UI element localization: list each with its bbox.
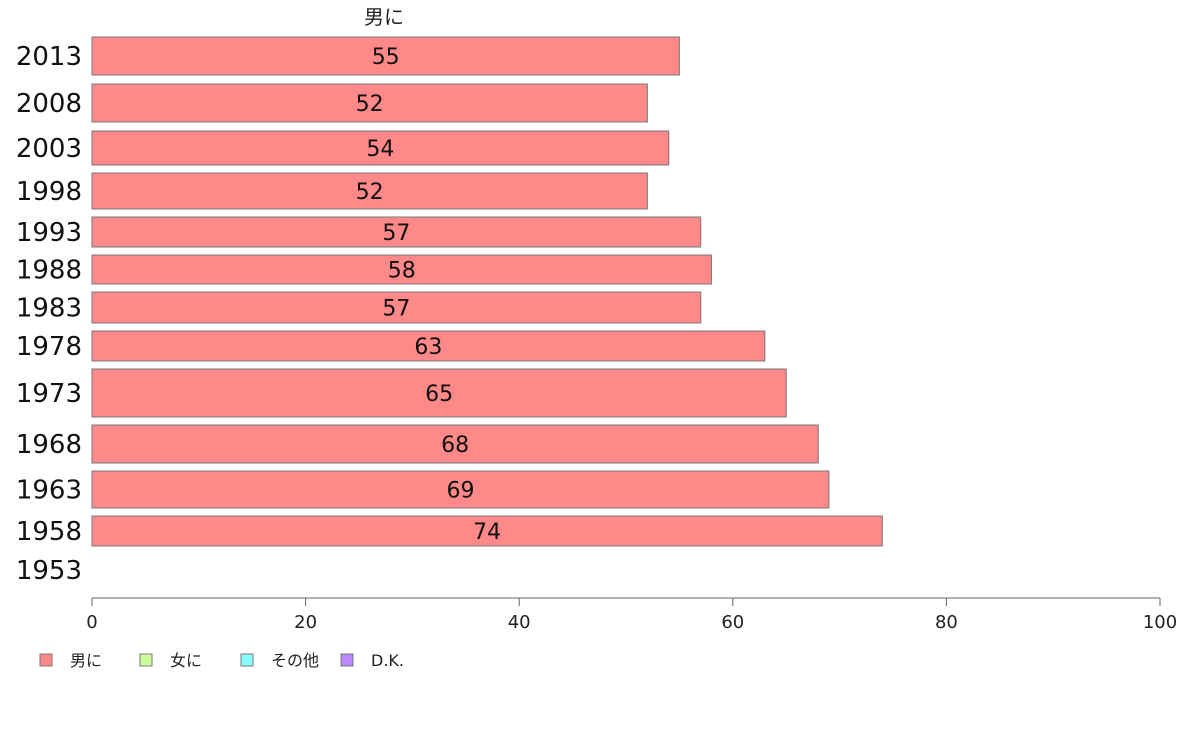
- series-title: 男に: [364, 5, 404, 29]
- category-label: 2013: [16, 42, 82, 72]
- category-label: 2008: [16, 89, 82, 119]
- x-tick-label: 80: [935, 612, 958, 633]
- legend-swatch: [240, 653, 254, 667]
- legend-label: その他: [271, 651, 319, 670]
- x-tick-label: 60: [721, 612, 744, 633]
- bar-value-label: 69: [446, 479, 474, 504]
- legend-label: 女に: [170, 651, 202, 670]
- legend-swatch: [39, 653, 53, 667]
- category-label: 1993: [16, 218, 82, 248]
- bar: [91, 36, 680, 76]
- bar-value-label: 55: [372, 45, 400, 70]
- legend: 男に 女に その他 D.K.: [39, 651, 404, 670]
- legend-swatch: [340, 653, 354, 667]
- bar: [91, 368, 787, 418]
- bar: [91, 254, 712, 285]
- bar: [91, 172, 648, 210]
- category-label: 1998: [16, 177, 82, 207]
- x-tick-label: 40: [508, 612, 531, 633]
- legend-swatch: [139, 653, 153, 667]
- bar: [91, 470, 830, 509]
- bar-value-label: 52: [356, 180, 384, 205]
- bar-value-label: 52: [356, 92, 384, 117]
- category-label: 1988: [16, 256, 82, 286]
- category-label: 1958: [16, 517, 82, 547]
- bar-value-label: 63: [414, 335, 442, 360]
- bar: [91, 424, 819, 464]
- bar-value-label: 58: [388, 259, 416, 284]
- bar: [91, 330, 766, 362]
- category-labels: 2013 2008 2003 1998 1993 1988 1983 1978 1973 1968…: [16, 42, 82, 586]
- category-label: 1983: [16, 294, 82, 324]
- x-axis: 0 20 40 60 80 100: [86, 597, 1177, 633]
- bar-value-label: 65: [425, 382, 453, 407]
- bar: [91, 83, 648, 123]
- legend-label: D.K.: [371, 651, 404, 670]
- bar: [91, 291, 702, 324]
- bar-value-label: 57: [382, 221, 410, 246]
- category-label: 2003: [16, 134, 82, 164]
- category-label: 1963: [16, 476, 82, 506]
- x-tick-label: 0: [86, 612, 97, 633]
- bar: [91, 515, 883, 547]
- legend-label: 男に: [70, 651, 102, 670]
- x-tick-label: 100: [1143, 612, 1177, 633]
- category-label: 1978: [16, 332, 82, 362]
- bar: [91, 130, 670, 166]
- bar-value-label: 68: [441, 433, 469, 458]
- category-label: 1968: [16, 430, 82, 460]
- category-label: 1973: [16, 379, 82, 409]
- x-tick-label: 20: [294, 612, 317, 633]
- bar-value-label: 57: [382, 297, 410, 322]
- bar-value-label: 54: [366, 137, 394, 162]
- bar-value-label: 74: [473, 520, 501, 545]
- bar: [91, 216, 702, 248]
- category-label: 1953: [16, 556, 82, 586]
